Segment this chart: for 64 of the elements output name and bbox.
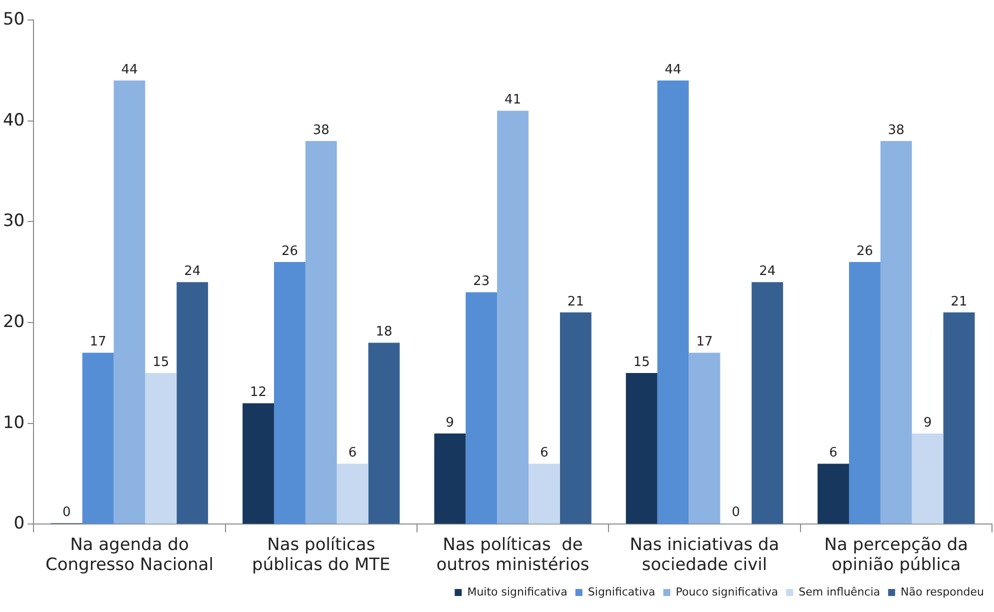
y-tick-label: 20	[2, 312, 25, 332]
data-label: 15	[633, 354, 650, 370]
bar	[274, 262, 306, 524]
bar	[434, 433, 466, 524]
data-label: 24	[759, 264, 776, 280]
data-label: 18	[376, 324, 392, 340]
x-tick-label: Nas políticas de outros ministérios	[436, 534, 590, 576]
bar	[880, 141, 912, 524]
data-label: 44	[664, 62, 682, 78]
data-label: 38	[312, 122, 330, 138]
legend-label: Significativa	[588, 585, 656, 598]
legend-label: Sem influência	[798, 585, 880, 598]
bar	[943, 312, 975, 524]
bar	[657, 80, 689, 524]
data-label: 17	[90, 334, 106, 350]
data-label: 21	[567, 294, 584, 310]
bar	[145, 372, 177, 524]
x-tick-label: Nas iniciativas da sociedade civil	[630, 534, 780, 576]
data-label: 0	[732, 505, 740, 520]
legend-label: Pouco significativa	[676, 585, 778, 598]
bar	[176, 282, 208, 524]
data-label: 26	[281, 244, 298, 259]
bar	[368, 342, 400, 524]
bar	[688, 352, 720, 524]
bar	[849, 262, 880, 524]
bar	[466, 292, 498, 524]
y-tick-label: 10	[2, 412, 25, 433]
data-label: 44	[121, 62, 138, 78]
bar	[497, 110, 529, 524]
data-label: 24	[184, 264, 201, 280]
data-label: 38	[888, 122, 904, 138]
data-label: 21	[950, 294, 968, 310]
legend-label: Muito significativa	[467, 585, 568, 598]
bar	[242, 403, 274, 524]
bar	[82, 352, 114, 524]
bar	[912, 433, 944, 524]
data-label: 6	[348, 446, 357, 461]
data-label: 0	[62, 505, 71, 520]
data-label: 6	[540, 446, 548, 461]
x-tick-label: Nas políticas públicas do MTE	[252, 534, 390, 576]
y-tick-label: 0	[14, 514, 25, 534]
bar	[305, 141, 337, 524]
data-label: 17	[696, 334, 713, 350]
data-label: 9	[923, 415, 932, 430]
x-tick-label: Na percepção da opinião pública	[824, 534, 968, 576]
bar	[336, 464, 368, 524]
data-label: 15	[152, 354, 170, 370]
bar	[528, 464, 560, 524]
y-tick-label: 50	[2, 9, 25, 30]
y-tick-label: 30	[2, 211, 25, 232]
x-tick-label: Na agenda do Congresso Nacional	[45, 534, 214, 576]
data-label: 12	[250, 385, 267, 400]
bar	[752, 282, 784, 524]
bar	[626, 372, 658, 524]
data-label: 41	[504, 92, 522, 108]
bar	[560, 312, 592, 524]
data-label: 9	[446, 415, 454, 430]
bar	[818, 464, 850, 524]
data-label: 6	[829, 446, 838, 461]
legend-label: Não respondeu	[900, 585, 984, 598]
bar	[114, 80, 146, 524]
data-label: 23	[473, 274, 490, 290]
data-label: 26	[856, 244, 873, 259]
y-tick-label: 40	[2, 110, 25, 130]
